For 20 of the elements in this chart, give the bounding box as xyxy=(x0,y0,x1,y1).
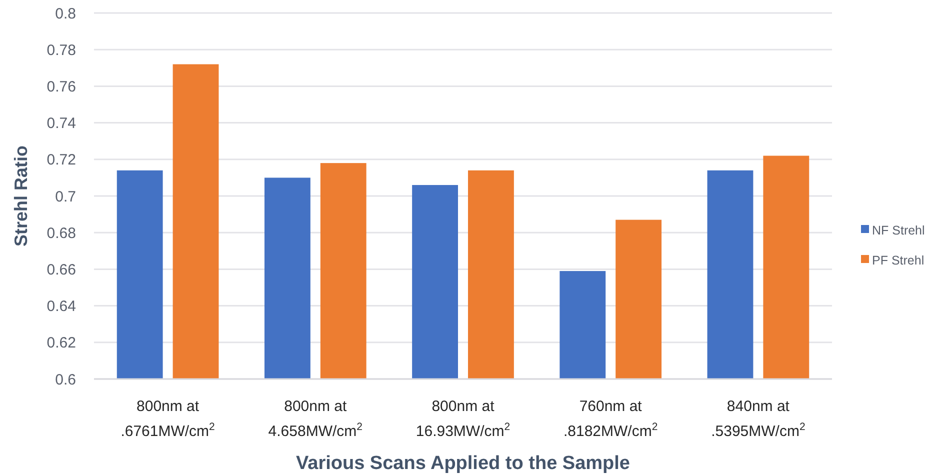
x-tick-label: 800nm at 4.658MW/cm$^{2}$ xyxy=(268,398,363,440)
legend-label: PF Strehl xyxy=(872,253,924,268)
x-tick-label: 800nm at 16.93MW/cm$^{2}$ xyxy=(416,398,510,440)
y-tick-label: 0.7 xyxy=(55,188,76,206)
y-tick-label: 0.62 xyxy=(46,334,76,352)
x-tick-label: 760nm at .8182MW/cm$^{2}$ xyxy=(564,398,658,440)
y-tick-label: 0.74 xyxy=(46,115,76,132)
x-tick-label: 840nm at .5395MW/cm$^{2}$ xyxy=(711,398,806,440)
y-tick-label: 0.8 xyxy=(55,5,76,22)
y-tick-label: 0.68 xyxy=(46,224,76,242)
y-tick-label: 0.72 xyxy=(46,152,76,169)
y-tick-label: 0.6 xyxy=(55,371,76,388)
legend-label: NF Strehl xyxy=(872,223,925,238)
x-tick-label: 800nm at .6761MW/cm$^{2}$ xyxy=(120,398,216,440)
y-tick-label: 0.76 xyxy=(46,78,76,96)
y-tick-label: 0.78 xyxy=(46,42,76,59)
x-axis-title: Various Scans Applied to the Sample xyxy=(296,453,630,474)
y-tick-label: 0.64 xyxy=(46,298,76,316)
y-tick-label: 0.66 xyxy=(46,261,76,278)
y-axis-title: Strehl Ratio xyxy=(11,145,31,247)
